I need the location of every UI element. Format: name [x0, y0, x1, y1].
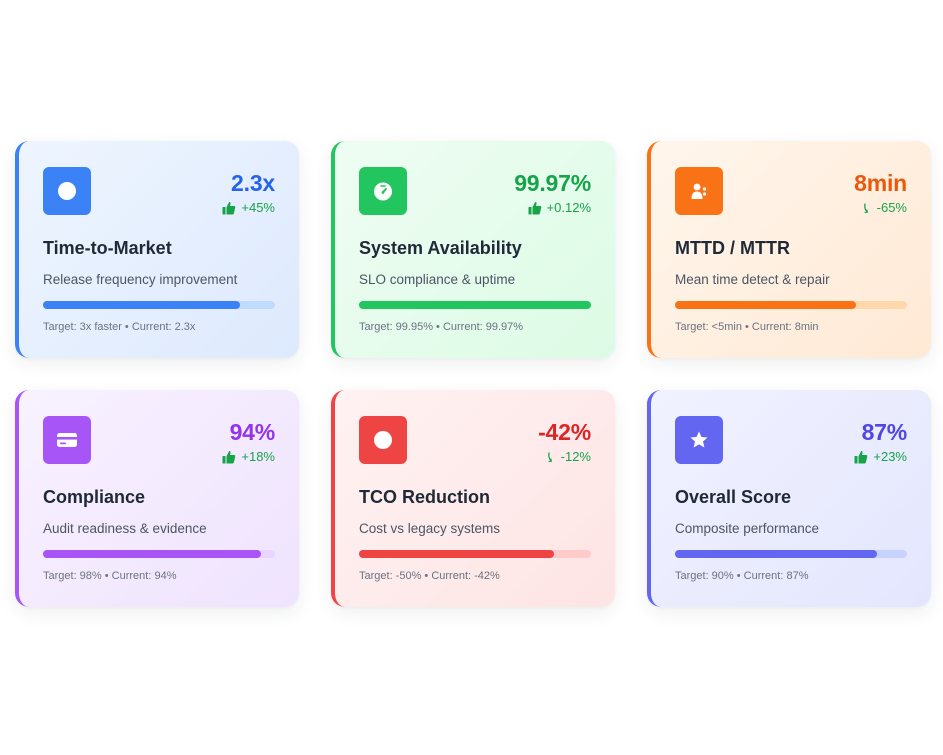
kpi-trend-text: -12% [560, 449, 591, 464]
kpi-subtitle: Release frequency improvement [43, 272, 238, 287]
kpi-target: Target: 99.95% • Current: 99.97% [359, 321, 524, 333]
kpi-card-system-availability[interactable]: 99.97% +0.12% System Availability SLO co… [331, 141, 615, 358]
kpi-title: Overall Score [675, 487, 792, 507]
user-dots-icon [691, 183, 707, 199]
kpi-progress-track [43, 550, 275, 558]
kpi-target: Target: 98% • Current: 94% [43, 570, 177, 582]
kpi-icon-box [359, 167, 407, 215]
kpi-trend: +23% [854, 449, 907, 465]
kpi-value: 99.97% [514, 170, 591, 196]
gauge-icon [374, 182, 392, 201]
arrow-down-icon [547, 452, 552, 463]
kpi-progress-track [359, 550, 591, 558]
kpi-value: 94% [229, 419, 276, 445]
kpi-icon-box [43, 167, 91, 215]
kpi-title: System Availability [359, 238, 522, 258]
kpi-progress-track [675, 301, 907, 309]
kpi-trend-text: +0.12% [546, 200, 591, 215]
kpi-trend: +18% [222, 449, 275, 465]
kpi-trend-text: +18% [241, 449, 275, 464]
kpi-trend-text: -65% [876, 200, 907, 215]
kpi-trend: +45% [222, 200, 275, 216]
kpi-subtitle: SLO compliance & uptime [359, 272, 516, 287]
kpi-subtitle: Cost vs legacy systems [359, 521, 501, 536]
kpi-trend-text: +23% [873, 449, 907, 464]
kpi-icon-box [675, 167, 723, 215]
thumbs-up-icon [528, 201, 541, 215]
kpi-progress-track [43, 301, 275, 309]
kpi-trend: +0.12% [528, 200, 591, 216]
kpi-value: 2.3x [231, 170, 275, 196]
kpi-target: Target: <5min • Current: 8min [675, 321, 819, 333]
thumbs-up-icon [222, 201, 236, 215]
kpi-title: MTTD / MTTR [675, 238, 790, 258]
kpi-trend-text: +45% [241, 200, 275, 215]
kpi-grid: 2.3x +45% Time-to-Market Release frequen… [15, 141, 931, 607]
circle-icon [374, 431, 392, 449]
kpi-trend: -12% [546, 449, 591, 465]
card-icon [57, 433, 77, 447]
thumbs-up-icon [222, 450, 236, 464]
kpi-title: Compliance [43, 487, 146, 507]
kpi-progress-fill [359, 301, 591, 309]
kpi-value: 8min [854, 170, 907, 196]
kpi-progress-fill [43, 550, 262, 558]
kpi-progress-track [359, 301, 591, 309]
kpi-trend: -65% [862, 200, 907, 216]
kpi-subtitle: Mean time detect & repair [675, 272, 830, 287]
kpi-card-compliance[interactable]: 94% +18% Compliance Audit readiness & ev… [15, 390, 299, 607]
kpi-card-tco-reduction[interactable]: -42% -12% TCO Reduction Cost vs legacy s… [331, 390, 615, 607]
kpi-progress-fill [43, 301, 241, 309]
thumbs-up-icon [854, 450, 868, 464]
kpi-target: Target: -50% • Current: -42% [359, 570, 500, 582]
kpi-icon-box [359, 416, 407, 464]
kpi-card-overall-score[interactable]: 87% +23% Overall Score Composite perform… [647, 390, 931, 607]
kpi-card-mttd-mttr[interactable]: 8min -65% MTTD / MTTR Mean time detect &… [647, 141, 931, 358]
kpi-subtitle: Composite performance [675, 521, 820, 536]
kpi-subtitle: Audit readiness & evidence [43, 521, 207, 536]
kpi-progress-fill [675, 550, 877, 558]
kpi-title: TCO Reduction [359, 487, 490, 507]
circle-icon [58, 182, 76, 200]
arrow-down-icon [863, 203, 868, 214]
star-icon [690, 431, 708, 448]
kpi-title: Time-to-Market [43, 238, 172, 258]
kpi-progress-fill [359, 550, 554, 558]
kpi-progress-track [675, 550, 907, 558]
kpi-target: Target: 90% • Current: 87% [675, 570, 809, 582]
kpi-card-time-to-market[interactable]: 2.3x +45% Time-to-Market Release frequen… [15, 141, 299, 358]
kpi-icon-box [675, 416, 723, 464]
kpi-value: -42% [538, 419, 591, 445]
kpi-progress-fill [675, 301, 856, 309]
kpi-icon-box [43, 416, 91, 464]
kpi-value: 87% [861, 419, 908, 445]
kpi-target: Target: 3x faster • Current: 2.3x [43, 321, 196, 333]
